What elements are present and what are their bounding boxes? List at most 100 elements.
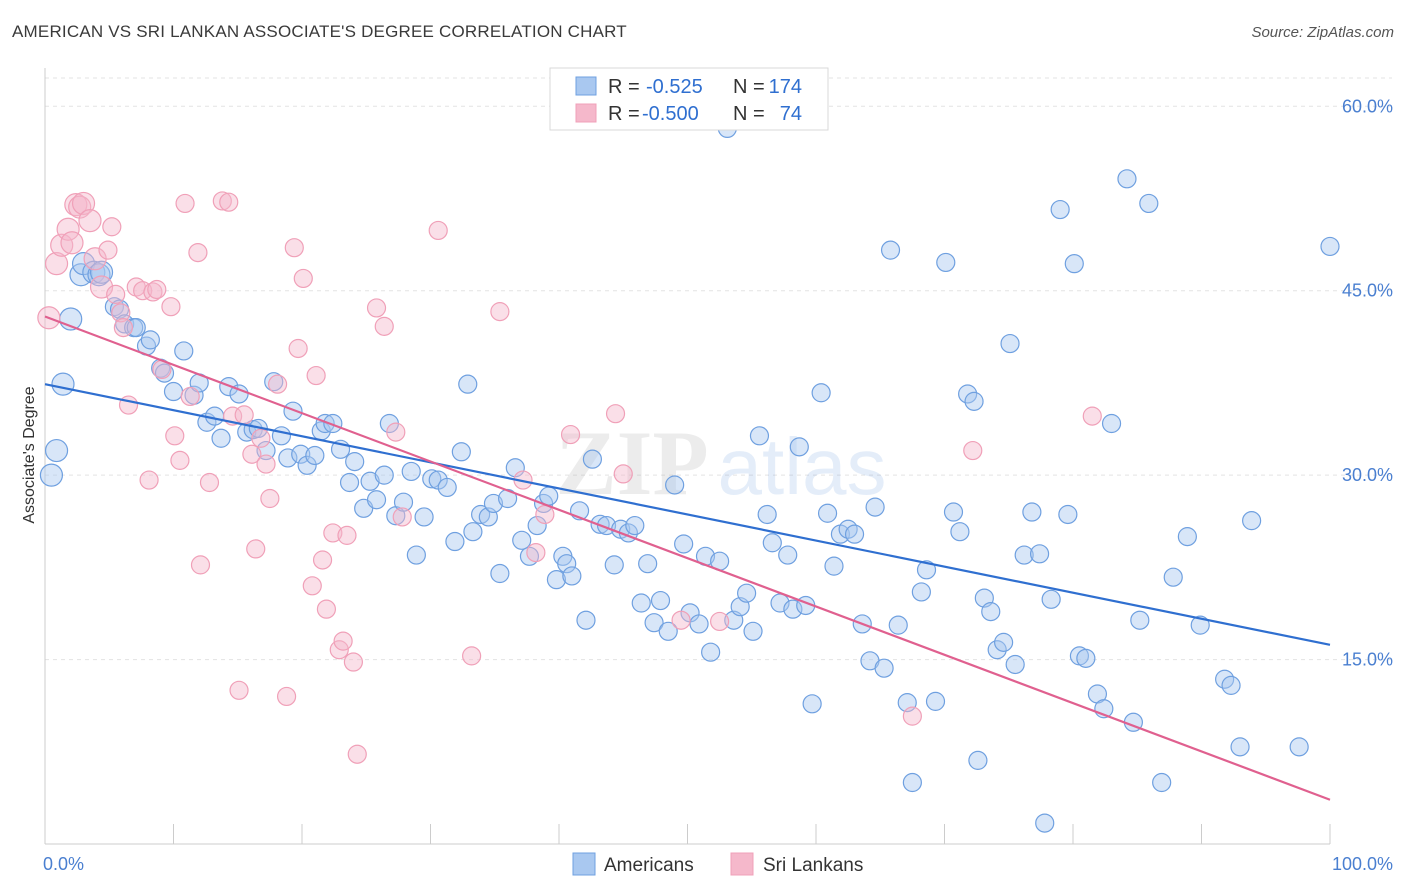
legend-n-value-americans: 174: [769, 76, 802, 98]
american-point-46: [366, 490, 387, 510]
sri-lankan-point-70: [710, 611, 730, 632]
american-point-45: [360, 471, 380, 491]
american-point-72: [546, 570, 567, 590]
american-point-2: [51, 372, 75, 396]
american-point-68: [519, 546, 540, 566]
american-point-34: [283, 401, 303, 421]
sri-lankan-point-23: [161, 297, 181, 317]
sri-lankan-point-30: [199, 472, 220, 493]
series-sri-lankans: [37, 191, 1102, 764]
y-tick-label-1: 30.0%: [1342, 465, 1393, 485]
y-axis-title: Associate's Degree: [21, 386, 38, 523]
gridlines: [45, 77, 1392, 661]
sri-lankan-point-40: [260, 488, 280, 509]
american-point-166: [1320, 236, 1340, 257]
sri-lankan-point-65: [535, 504, 555, 525]
sri-lankan-point-42: [276, 686, 297, 707]
american-point-153: [1117, 169, 1137, 189]
bottom-legend-swatch-americans: [572, 852, 596, 876]
american-point-131: [958, 384, 978, 404]
american-point-81: [604, 555, 624, 575]
y-tick-labels: 15.0% 30.0% 45.0% 60.0%: [1342, 96, 1393, 669]
american-point-40: [323, 413, 343, 434]
x-tick-label-0: 0.0%: [43, 854, 84, 874]
chart-title: AMERICAN VS SRI LANKAN ASSOCIATE'S DEGRE…: [12, 22, 627, 41]
american-point-37: [305, 445, 325, 466]
sri-lankan-point-44: [288, 338, 308, 359]
legend-r-label-americans: R =: [608, 76, 640, 98]
american-point-58: [451, 442, 471, 462]
american-point-137: [994, 632, 1014, 652]
american-point-141: [1022, 502, 1042, 522]
american-point-71: [539, 486, 559, 506]
sri-lankan-point-5: [64, 193, 88, 217]
american-point-50: [393, 492, 414, 512]
sri-lankan-point-60: [428, 220, 448, 241]
american-point-63: [483, 493, 504, 514]
american-point-19: [174, 341, 194, 361]
legend-n-label-americans: N =: [733, 76, 765, 98]
american-point-115: [838, 519, 858, 539]
american-point-42: [339, 472, 360, 493]
sri-lankan-point-56: [366, 298, 387, 318]
american-point-18: [163, 381, 184, 402]
american-point-158: [1163, 567, 1183, 587]
sri-lankan-point-34: [229, 680, 249, 700]
american-point-0: [39, 463, 64, 487]
sri-lankan-point-37: [246, 539, 266, 559]
x-tick-labels: 0.0% 100.0%: [43, 854, 1393, 874]
american-point-39: [315, 413, 335, 434]
sri-lankan-point-48: [312, 550, 333, 570]
y-tick-label-0: 15.0%: [1342, 650, 1393, 670]
sri-lankan-point-39: [256, 454, 276, 474]
sri-lankan-point-31: [212, 191, 232, 211]
bottom-legend: Americans Sri Lankans: [572, 852, 863, 876]
american-point-144: [1041, 589, 1061, 609]
sri-lankan-point-21: [147, 279, 167, 300]
sri-lankan-point-12: [102, 217, 122, 237]
legend-n-value-sri-lankans: 74: [780, 103, 802, 125]
sri-lankan-point-66: [560, 424, 581, 445]
sri-lankan-point-61: [462, 646, 482, 666]
legend-n-label-sri-lankans: N =: [733, 103, 765, 125]
american-point-147: [1064, 254, 1084, 274]
american-point-108: [789, 437, 809, 457]
american-point-106: [778, 545, 798, 565]
sri-lankan-point-69: [671, 610, 691, 630]
sri-lankan-point-18: [133, 281, 153, 301]
american-point-121: [880, 240, 901, 260]
american-point-30: [256, 440, 276, 461]
legend-r-label-sri-lankans: R =: [608, 103, 640, 125]
sri-lankan-point-8: [78, 209, 102, 233]
legend-r-value-sri-lankans: -0.500: [642, 103, 699, 125]
american-point-160: [1190, 615, 1210, 635]
american-point-84: [625, 515, 645, 536]
sri-lankan-point-15: [113, 317, 133, 338]
american-point-162: [1221, 675, 1241, 695]
american-point-125: [911, 582, 931, 602]
sri-lankan-point-29: [190, 555, 211, 575]
bottom-legend-swatch-sri-lankans: [730, 852, 754, 876]
american-point-155: [1130, 610, 1150, 630]
sri-lankan-point-58: [386, 422, 406, 442]
sri-lankan-point-73: [1082, 406, 1102, 426]
american-point-23: [205, 406, 225, 426]
sri-lankan-point-53: [337, 525, 357, 545]
sri-lankan-point-13: [106, 284, 126, 304]
sri-lankan-point-68: [613, 464, 633, 484]
american-point-149: [1076, 648, 1096, 668]
series-americans: [39, 118, 1340, 833]
sri-lankan-point-46: [302, 576, 322, 596]
american-point-127: [925, 691, 946, 711]
sri-lankan-point-43: [284, 238, 304, 258]
american-point-110: [802, 694, 822, 714]
sri-lankan-point-59: [392, 507, 412, 527]
american-point-104: [762, 533, 782, 553]
trend-lines: [44, 315, 1331, 801]
watermark-zip: ZIP: [555, 412, 708, 514]
american-point-17: [154, 363, 175, 383]
sri-lankan-point-47: [306, 365, 326, 386]
sri-lankan-point-28: [188, 242, 208, 263]
american-point-100: [737, 583, 757, 603]
american-point-146: [1058, 504, 1078, 525]
